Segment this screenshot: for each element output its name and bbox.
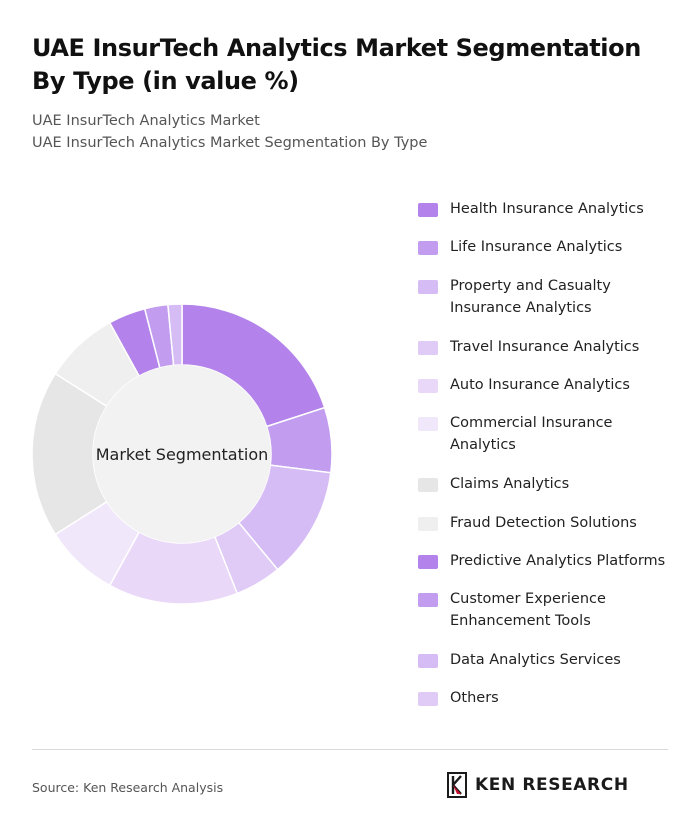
legend-swatch <box>418 379 438 393</box>
legend-swatch <box>418 478 438 492</box>
legend-label: Claims Analytics <box>450 476 570 492</box>
legend-label: Property and Casualty Insurance Analytic… <box>450 278 611 316</box>
legend-item: Life Insurance Analytics <box>418 236 675 258</box>
legend-item: Health Insurance Analytics <box>418 198 675 220</box>
legend-label: Customer Experience Enhancement Tools <box>450 591 606 629</box>
legend-label: Life Insurance Analytics <box>450 239 623 255</box>
legend-item: Auto Insurance Analytics <box>418 374 675 396</box>
source-note: Source: Ken Research Analysis <box>32 780 224 795</box>
legend-item: Claims Analytics <box>418 473 675 495</box>
legend-swatch <box>418 280 438 294</box>
footer-divider <box>32 749 668 750</box>
ken-research-logo: KEN RESEARCH <box>447 772 629 798</box>
legend-swatch <box>418 654 438 668</box>
chart-subtitle-segmentation: UAE InsurTech Analytics Market Segmentat… <box>32 135 428 151</box>
legend-swatch <box>418 692 438 706</box>
legend-label: Others <box>450 690 499 706</box>
donut-center-label: Market Segmentation <box>96 445 269 464</box>
legend-label: Health Insurance Analytics <box>450 201 644 217</box>
legend-item: Predictive Analytics Platforms <box>418 550 675 572</box>
legend-swatch <box>418 555 438 569</box>
legend-label: Travel Insurance Analytics <box>450 339 640 355</box>
legend-swatch <box>418 593 438 607</box>
legend-item: Fraud Detection Solutions <box>418 512 675 534</box>
chart-subtitle-market: UAE InsurTech Analytics Market <box>32 113 260 129</box>
legend-swatch <box>418 517 438 531</box>
legend-item: Data Analytics Services <box>418 649 675 671</box>
legend-label: Fraud Detection Solutions <box>450 515 637 531</box>
legend-label: Data Analytics Services <box>450 652 621 668</box>
legend-item: Travel Insurance Analytics <box>418 336 675 358</box>
donut-chart: Market Segmentation <box>31 303 333 605</box>
legend-swatch <box>418 341 438 355</box>
legend-item: Property and Casualty Insurance Analytic… <box>418 275 675 319</box>
legend-item: Commercial Insurance Analytics <box>418 412 675 456</box>
legend-label: Commercial Insurance Analytics <box>450 415 613 453</box>
legend-item: Customer Experience Enhancement Tools <box>418 588 675 632</box>
chart-title: UAE InsurTech Analytics Market Segmentat… <box>32 34 641 95</box>
legend-swatch <box>418 203 438 217</box>
ken-research-logo-icon <box>447 772 467 798</box>
legend-item: Others <box>418 687 675 709</box>
legend-swatch <box>418 417 438 431</box>
legend-label: Auto Insurance Analytics <box>450 377 630 393</box>
ken-research-logo-text: KEN RESEARCH <box>475 775 629 795</box>
donut-center <box>93 365 271 543</box>
legend-swatch <box>418 241 438 255</box>
legend-label: Predictive Analytics Platforms <box>450 553 666 569</box>
